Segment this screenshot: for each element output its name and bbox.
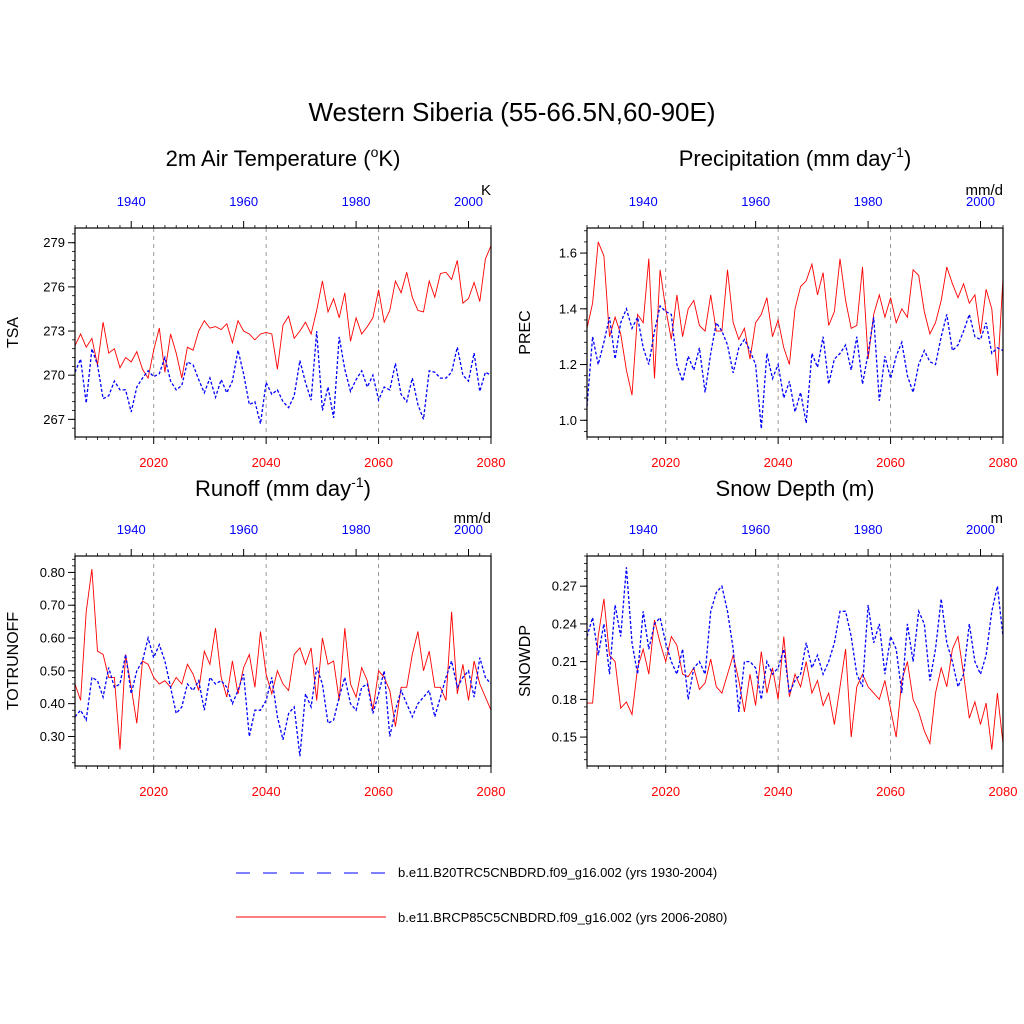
units-label: K [481,182,491,199]
panel-title-main: Snow Depth (m) [716,476,875,501]
y-tick-label: 0.15 [552,730,577,745]
top-x-tick-label: 1940 [117,522,146,537]
future-series-line [74,569,492,750]
top-x-tick-label: 1960 [229,194,258,209]
y-tick-label: 1.4 [559,301,577,316]
y-tick-label: 0.50 [40,663,65,678]
plot-frame [74,555,492,767]
panel-title-tail: ) [364,476,371,501]
panel-title-tail: ) [904,146,911,171]
panel-title: Precipitation (mm day-1) [679,144,912,171]
top-x-tick-label: 2000 [966,194,995,209]
y-tick-label: 0.18 [552,692,577,707]
top-x-tick-label: 2000 [454,522,483,537]
y-tick-label: 1.2 [559,357,577,372]
bottom-x-tick-label: 2080 [477,455,506,470]
bottom-x-tick-label: 2020 [651,455,680,470]
y-tick-label: 0.70 [40,598,65,613]
y-tick-label: 270 [43,368,65,383]
top-x-tick-label: 1980 [854,522,883,537]
bottom-x-tick-label: 2040 [252,784,281,799]
units-label: mm/d [454,510,492,527]
bottom-x-tick-label: 2080 [989,784,1018,799]
y-tick-label: 276 [43,279,65,294]
y-axis-label: PREC [517,310,534,354]
panel-title-superscript: -1 [351,474,364,490]
panel-title-main: Runoff (mm day [195,476,351,501]
panel-title-main: 2m Air Temperature ( [166,146,372,171]
units-label: mm/d [966,182,1004,199]
top-x-tick-label: 1960 [741,194,770,209]
panel-title-main: Precipitation (mm day [679,146,892,171]
top-x-tick-label: 1940 [629,522,658,537]
top-x-tick-label: 2000 [966,522,995,537]
units-label: m [991,510,1004,527]
bottom-x-tick-label: 2020 [139,784,168,799]
historical-series-line [74,330,492,424]
panel-title-tail: K) [378,146,400,171]
bottom-x-tick-label: 2020 [651,784,680,799]
plot-frame [586,555,1004,767]
y-tick-label: 0.27 [552,579,577,594]
bottom-x-tick-label: 2020 [139,455,168,470]
top-x-tick-label: 1980 [342,522,371,537]
panel-prec: 1.0 1.2 1.4 1.6 2020 2040 2060 2080 1940 1960 1980… [517,144,1017,470]
plot-frame [74,227,492,438]
panel-title-superscript: o [371,144,379,160]
y-tick-label: 0.80 [40,565,65,580]
top-x-tick-label: 1940 [629,194,658,209]
future-series-line [586,241,1004,396]
y-axis-label: SNOWDP [517,625,534,697]
panel-snowdp: 0.15 0.18 0.21 0.24 0.27 2020 2040 2060 2080 1940… [517,476,1017,799]
bottom-x-tick-label: 2040 [764,784,793,799]
future-series-line [74,245,492,380]
y-tick-label: 267 [43,412,65,427]
bottom-x-tick-label: 2060 [364,455,393,470]
panel-title: Snow Depth (m) [716,476,875,501]
panel-title: Runoff (mm day-1) [195,474,371,501]
bottom-x-tick-label: 2060 [876,784,905,799]
panel-runoff: 0.30 0.40 0.50 0.60 0.70 0.80 2020 2040 2060 2080… [5,474,505,799]
y-tick-label: 1.6 [559,246,577,261]
top-x-tick-label: 1960 [741,522,770,537]
top-x-tick-label: 2000 [454,194,483,209]
y-tick-label: 273 [43,324,65,339]
top-x-tick-label: 1960 [229,522,258,537]
bottom-x-tick-label: 2060 [876,455,905,470]
y-tick-label: 0.30 [40,729,65,744]
legend-historical-label: b.e11.B20TRC5CNBDRD.f09_g16.002 (yrs 193… [398,865,717,880]
historical-series-line [586,567,1004,712]
legend-future-label: b.e11.BRCP85C5CNBDRD.f09_g16.002 (yrs 20… [398,910,727,925]
y-tick-label: 0.60 [40,631,65,646]
bottom-x-tick-label: 2060 [364,784,393,799]
y-tick-label: 1.0 [559,413,577,428]
legend: b.e11.B20TRC5CNBDRD.f09_g16.002 (yrs 193… [236,865,727,925]
panel-title: 2m Air Temperature (oK) [166,144,401,171]
bottom-x-tick-label: 2080 [989,455,1018,470]
top-x-tick-label: 1940 [117,194,146,209]
y-tick-label: 0.21 [552,654,577,669]
historical-series-line [74,635,492,757]
top-x-tick-label: 1980 [342,194,371,209]
y-tick-label: 0.40 [40,696,65,711]
bottom-x-tick-label: 2080 [477,784,506,799]
y-axis-label: TSA [5,317,22,348]
bottom-x-tick-label: 2040 [252,455,281,470]
panel-tsa: 267 270 273 276 279 2020 2040 2060 2080 1940 1960 1… [5,144,505,470]
figure-title: Western Siberia (55-66.5N,60-90E) [308,97,715,127]
y-axis-label: TOTRUNOFF [5,612,22,711]
y-tick-label: 0.24 [552,616,577,631]
future-series-line [587,598,1004,750]
panel-title-superscript: -1 [891,144,904,160]
y-tick-label: 279 [43,235,65,250]
plot-frame [586,227,1004,438]
bottom-x-tick-label: 2040 [764,455,793,470]
top-x-tick-label: 1980 [854,194,883,209]
